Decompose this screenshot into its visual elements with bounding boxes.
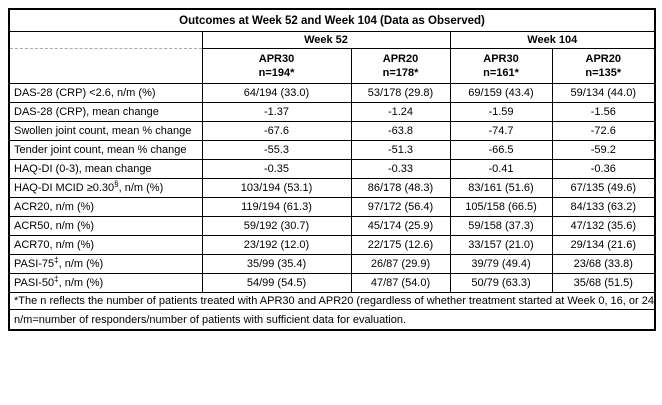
cell-value: -1.59 <box>449 102 553 122</box>
footnote-text: *The n reflects the number of patients t… <box>14 295 654 307</box>
table-row-acr70: ACR70, n/m (%) 23/192 (12.0) 22/175 (12.… <box>8 235 656 255</box>
cell-value: 86/178 (48.3) <box>350 178 451 198</box>
cell-value: -59.2 <box>551 140 656 160</box>
column-group-week104: Week 104 <box>449 31 656 49</box>
cell-value: 33/157 (21.0) <box>449 235 553 255</box>
cell-value: 29/134 (21.6) <box>551 235 656 255</box>
row-label: Swollen joint count, mean % change <box>8 121 203 141</box>
table-row-tender-joint-count: Tender joint count, mean % change -55.3 … <box>8 140 656 160</box>
corner-cell <box>8 31 203 84</box>
cell-value: -55.3 <box>201 140 352 160</box>
cell-value: 119/194 (61.3) <box>201 197 352 217</box>
table-row-haqdi-mcid: HAQ-DI MCID ≥0.30§, n/m (%) 103/194 (53.… <box>8 178 656 198</box>
drug-name: APR20 <box>382 53 419 65</box>
cell-value: 64/194 (33.0) <box>201 83 352 103</box>
treatment-header-row: APR30 n=194* APR20 n=178* APR30 n=161* A… <box>9 48 656 84</box>
cell-value: 54/99 (54.5) <box>201 273 352 293</box>
drug-name: APR30 <box>483 53 519 65</box>
cell-value: 59/134 (44.0) <box>551 83 656 103</box>
cell-value: 23/68 (33.8) <box>551 254 656 274</box>
row-label: PASI-75‡, n/m (%) <box>8 254 203 274</box>
table-row-das28-crp-mean-change: DAS-28 (CRP), mean change -1.37 -1.24 -1… <box>8 102 656 122</box>
row-label: HAQ-DI (0-3), mean change <box>8 159 203 179</box>
row-label: HAQ-DI MCID ≥0.30§, n/m (%) <box>8 178 203 198</box>
row-label: DAS-28 (CRP) <2.6, n/m (%) <box>8 83 203 103</box>
row-label: PASI-50‡, n/m (%) <box>8 273 203 293</box>
table-row-acr50: ACR50, n/m (%) 59/192 (30.7) 45/174 (25.… <box>8 216 656 236</box>
cell-value: -66.5 <box>449 140 553 160</box>
cell-value: -0.33 <box>350 159 451 179</box>
cell-value: 53/178 (29.8) <box>350 83 451 103</box>
outcomes-table: Outcomes at Week 52 and Week 104 (Data a… <box>8 8 657 331</box>
sample-size: n=178* <box>382 67 419 79</box>
dashed-hidden-border <box>10 48 201 49</box>
cell-value: 39/79 (49.4) <box>449 254 553 274</box>
cell-value: 35/99 (35.4) <box>201 254 352 274</box>
cell-value: -72.6 <box>551 121 656 141</box>
row-label: ACR70, n/m (%) <box>8 235 203 255</box>
cell-value: 59/192 (30.7) <box>201 216 352 236</box>
nm-definition: n/m=number of responders/number of patie… <box>8 309 656 331</box>
cell-value: 45/174 (25.9) <box>350 216 451 236</box>
cell-value: 84/133 (63.2) <box>551 197 656 217</box>
nm-definition-row: n/m=number of responders/number of patie… <box>8 309 656 331</box>
cell-value: 97/172 (56.4) <box>350 197 451 217</box>
column-header-apr30-week52: APR30 n=194* <box>201 48 352 84</box>
cell-value: -0.36 <box>551 159 656 179</box>
footnote: *The n reflects the number of patients t… <box>8 292 656 310</box>
table-row-pasi50: PASI-50‡, n/m (%) 54/99 (54.5) 47/87 (54… <box>8 273 656 293</box>
cell-value: 59/158 (37.3) <box>449 216 553 236</box>
table-row-acr20: ACR20, n/m (%) 119/194 (61.3) 97/172 (56… <box>8 197 656 217</box>
cell-value: 26/87 (29.9) <box>350 254 451 274</box>
table-title: Outcomes at Week 52 and Week 104 (Data a… <box>8 8 656 32</box>
column-header-apr30-week104: APR30 n=161* <box>449 48 553 84</box>
cell-value: 105/158 (66.5) <box>449 197 553 217</box>
row-label: ACR20, n/m (%) <box>8 197 203 217</box>
cell-value: -63.8 <box>350 121 451 141</box>
title-row: Outcomes at Week 52 and Week 104 (Data a… <box>8 8 656 32</box>
row-label: ACR50, n/m (%) <box>8 216 203 236</box>
cell-value: -0.41 <box>449 159 553 179</box>
cell-value: 67/135 (49.6) <box>551 178 656 198</box>
row-label: Tender joint count, mean % change <box>8 140 203 160</box>
cell-value: -74.7 <box>449 121 553 141</box>
cell-value: -1.37 <box>201 102 352 122</box>
cell-value: 83/161 (51.6) <box>449 178 553 198</box>
cell-value: 35/68 (51.5) <box>551 273 656 293</box>
cell-value: 22/175 (12.6) <box>350 235 451 255</box>
table-row-haqdi-mean-change: HAQ-DI (0-3), mean change -0.35 -0.33 -0… <box>8 159 656 179</box>
table-row-swollen-joint-count: Swollen joint count, mean % change -67.6… <box>8 121 656 141</box>
table-row-pasi75: PASI-75‡, n/m (%) 35/99 (35.4) 26/87 (29… <box>8 254 656 274</box>
drug-name: APR30 <box>258 53 295 65</box>
cell-value: 23/192 (12.0) <box>201 235 352 255</box>
column-header-apr20-week52: APR20 n=178* <box>350 48 451 84</box>
drug-name: APR20 <box>585 53 621 65</box>
cell-value: -1.56 <box>551 102 656 122</box>
week-header-row: Week 52 Week 104 <box>8 31 656 84</box>
sample-size: n=135* <box>585 67 622 79</box>
cell-value: -1.24 <box>350 102 451 122</box>
table-row-das28-crp-lt26: DAS-28 (CRP) <2.6, n/m (%) 64/194 (33.0)… <box>8 83 656 103</box>
footnote-row: *The n reflects the number of patients t… <box>8 292 656 310</box>
cell-value: -51.3 <box>350 140 451 160</box>
cell-value: -67.6 <box>201 121 352 141</box>
cell-value: 50/79 (63.3) <box>449 273 553 293</box>
column-header-apr20-week104: APR20 n=135* <box>551 48 656 84</box>
cell-value: 103/194 (53.1) <box>201 178 352 198</box>
cell-value: -0.35 <box>201 159 352 179</box>
cell-value: 47/132 (35.6) <box>551 216 656 236</box>
row-label: DAS-28 (CRP), mean change <box>8 102 203 122</box>
cell-value: 47/87 (54.0) <box>350 273 451 293</box>
sample-size: n=161* <box>483 67 519 79</box>
column-group-week52: Week 52 <box>201 31 451 49</box>
cell-value: 69/159 (43.4) <box>449 83 553 103</box>
sample-size: n=194* <box>258 67 295 79</box>
